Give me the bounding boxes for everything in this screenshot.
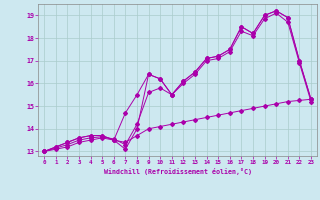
X-axis label: Windchill (Refroidissement éolien,°C): Windchill (Refroidissement éolien,°C) <box>104 168 252 175</box>
